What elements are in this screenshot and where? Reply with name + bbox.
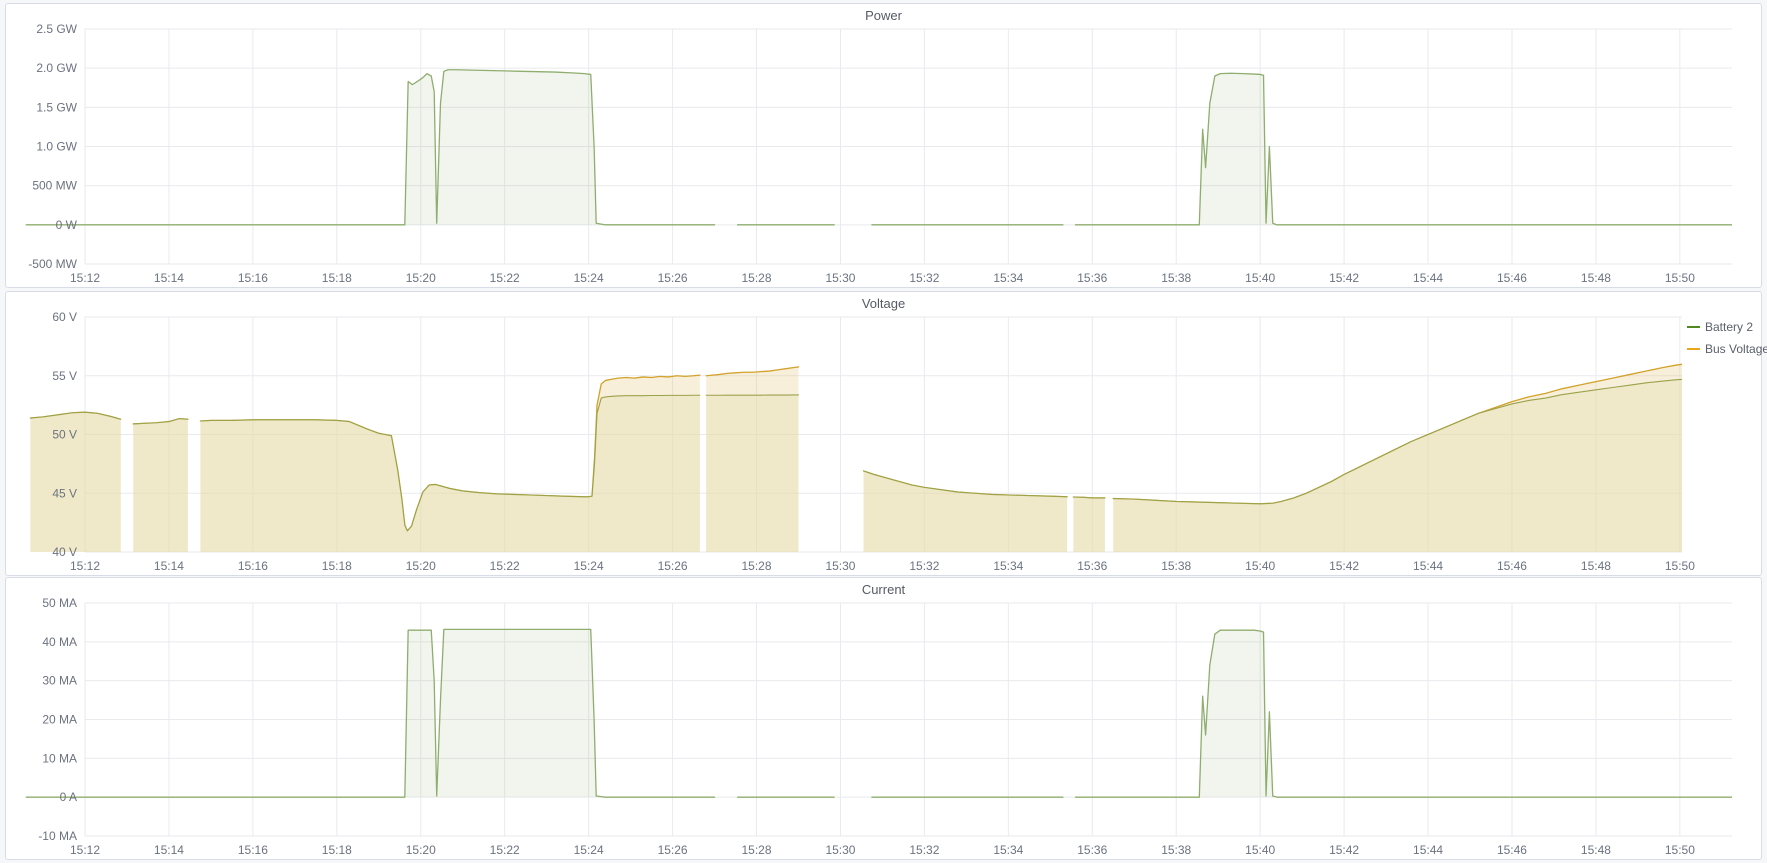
svg-text:10 MA: 10 MA [42,751,77,765]
svg-text:15:26: 15:26 [658,843,688,857]
svg-text:15:16: 15:16 [238,843,268,857]
svg-text:40 MA: 40 MA [42,635,77,649]
svg-text:30 MA: 30 MA [42,674,77,688]
svg-text:15:44: 15:44 [1413,843,1443,857]
svg-text:15:24: 15:24 [574,843,604,857]
svg-text:15:32: 15:32 [909,843,939,857]
svg-text:-10 MA: -10 MA [38,829,77,843]
svg-text:15:20: 15:20 [406,843,436,857]
svg-text:15:30: 15:30 [825,843,855,857]
svg-text:0 A: 0 A [60,790,77,804]
svg-text:50 MA: 50 MA [42,596,77,610]
svg-text:15:14: 15:14 [154,843,184,857]
svg-text:15:38: 15:38 [1161,843,1191,857]
svg-text:15:22: 15:22 [490,843,520,857]
svg-text:15:48: 15:48 [1581,843,1611,857]
svg-text:15:28: 15:28 [742,843,772,857]
svg-text:Current: Current [862,582,906,597]
svg-text:15:36: 15:36 [1077,843,1107,857]
svg-text:15:34: 15:34 [993,843,1023,857]
svg-text:15:50: 15:50 [1665,843,1695,857]
svg-text:15:12: 15:12 [70,843,100,857]
svg-text:15:18: 15:18 [322,843,352,857]
svg-text:15:46: 15:46 [1497,843,1527,857]
svg-text:20 MA: 20 MA [42,713,77,727]
svg-text:15:40: 15:40 [1245,843,1275,857]
svg-text:15:42: 15:42 [1329,843,1359,857]
